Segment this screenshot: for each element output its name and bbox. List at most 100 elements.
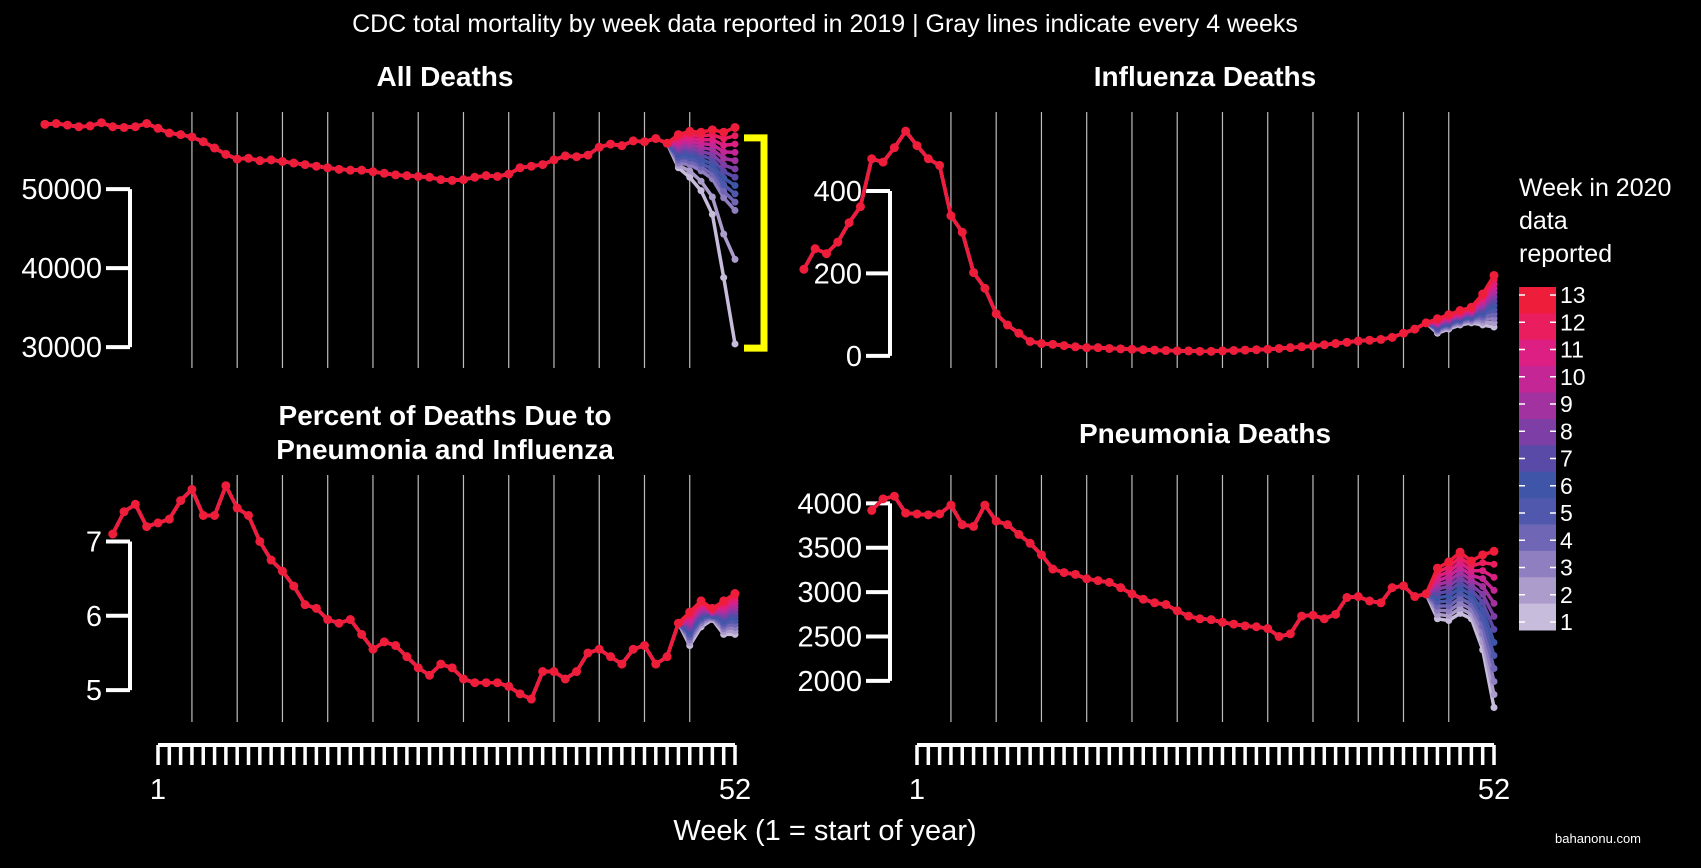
- data-point: [1195, 614, 1205, 624]
- y-tick-label: 400: [814, 176, 862, 208]
- data-point: [357, 629, 367, 639]
- legend-color-swatch: [1519, 524, 1556, 552]
- data-point: [821, 249, 831, 259]
- data-point: [628, 136, 638, 146]
- data-point-week-4: [1445, 602, 1453, 610]
- data-point: [799, 264, 809, 274]
- data-point: [334, 618, 344, 628]
- data-point: [1082, 574, 1092, 584]
- data-point-week-6: [720, 174, 728, 182]
- data-point: [1342, 592, 1352, 602]
- data-point-week-10: [1479, 575, 1487, 583]
- data-point-week-6: [1490, 638, 1498, 646]
- data-point: [560, 674, 570, 684]
- data-point: [1478, 289, 1488, 299]
- y-tick-label: 3500: [797, 533, 862, 565]
- data-point: [1195, 346, 1205, 356]
- data-point: [1150, 598, 1160, 608]
- data-point: [707, 603, 717, 613]
- data-point: [40, 119, 50, 129]
- data-point: [470, 678, 480, 688]
- data-point: [1093, 576, 1103, 586]
- data-point: [142, 119, 152, 129]
- data-point: [1308, 610, 1318, 620]
- legend-label: 5: [1560, 500, 1573, 526]
- data-point: [176, 496, 186, 506]
- data-point-week-1: [1456, 609, 1464, 617]
- data-point: [1466, 302, 1476, 312]
- data-point: [323, 163, 333, 173]
- data-point: [549, 155, 559, 165]
- data-point: [232, 154, 242, 164]
- series-line-week-5: [802, 128, 1495, 354]
- data-point-week-9: [1479, 582, 1487, 590]
- data-point: [617, 659, 627, 669]
- series-line-week-12: [870, 494, 1495, 639]
- series-line-week-7: [44, 120, 736, 183]
- data-point: [481, 171, 491, 181]
- data-point-week-6: [1445, 592, 1453, 600]
- data-point: [1172, 346, 1182, 356]
- data-point-week-2: [686, 167, 694, 175]
- data-point-week-9: [731, 157, 739, 165]
- y-tick-label: 4000: [797, 488, 862, 520]
- series-line-week-12: [44, 120, 736, 183]
- legend-label: 9: [1560, 391, 1573, 417]
- y-tick-label: 30000: [21, 332, 102, 364]
- data-point: [991, 309, 1001, 319]
- data-point: [492, 678, 502, 688]
- data-point-week-10: [731, 148, 739, 156]
- data-point: [957, 227, 967, 237]
- data-point: [957, 520, 967, 530]
- y-tick-label: 40000: [21, 253, 102, 285]
- data-point-week-10: [720, 148, 728, 156]
- data-point: [1410, 592, 1420, 602]
- data-point: [1127, 344, 1137, 354]
- data-point: [1014, 529, 1024, 539]
- series-line-week-3: [44, 120, 737, 212]
- data-point: [1398, 581, 1408, 591]
- data-point: [391, 641, 401, 651]
- data-point: [51, 119, 61, 129]
- data-point: [1489, 270, 1499, 280]
- data-point: [1489, 546, 1499, 556]
- data-point: [1003, 320, 1013, 330]
- data-point: [1387, 583, 1397, 593]
- data-point: [289, 581, 299, 591]
- data-point-week-2: [720, 230, 728, 238]
- data-point: [901, 126, 911, 136]
- data-point: [1036, 339, 1046, 349]
- data-point: [707, 125, 717, 135]
- data-point-week-3: [1456, 599, 1464, 607]
- data-point: [1421, 318, 1431, 328]
- series-line-week-10: [802, 128, 1496, 354]
- data-point: [1217, 346, 1227, 356]
- series-line-week-9: [870, 494, 1496, 639]
- data-point-week-5: [731, 190, 739, 198]
- data-point: [1138, 345, 1148, 355]
- data-point-week-1: [1490, 704, 1498, 712]
- series-line-week-13: [802, 128, 1496, 354]
- data-point: [1444, 557, 1454, 567]
- data-point: [1353, 592, 1363, 602]
- legend-label: 10: [1560, 364, 1586, 390]
- series-line-week-10: [44, 120, 736, 183]
- data-point: [1342, 337, 1352, 347]
- data-point: [379, 637, 389, 647]
- data-point-week-2: [1445, 612, 1453, 620]
- data-point: [1274, 343, 1284, 353]
- data-point: [1263, 624, 1273, 634]
- data-point: [912, 509, 922, 519]
- series-line-week-5: [870, 494, 1496, 657]
- data-point: [1003, 520, 1013, 530]
- data-point: [470, 172, 480, 182]
- series-line-week-7: [870, 494, 1496, 639]
- legend-color-swatch: [1519, 445, 1556, 473]
- data-point: [1184, 346, 1194, 356]
- data-point: [878, 494, 888, 504]
- data-point-week-3: [1490, 678, 1498, 686]
- legend-color-swatch: [1519, 339, 1556, 367]
- data-point-week-4: [720, 187, 728, 195]
- data-point: [413, 663, 423, 673]
- data-point: [538, 667, 548, 677]
